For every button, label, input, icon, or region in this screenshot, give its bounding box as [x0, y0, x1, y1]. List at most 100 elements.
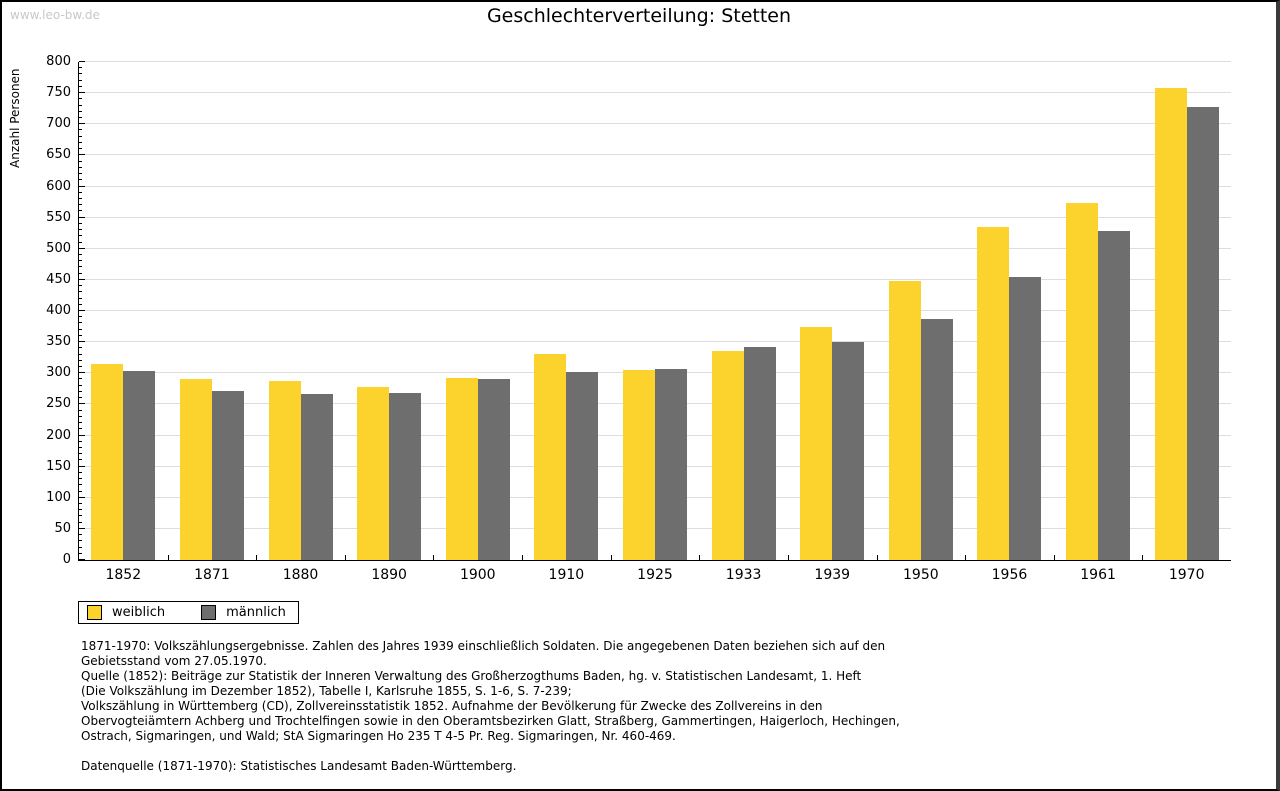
gridline-600: [79, 185, 1231, 187]
y-major-tick-50: [79, 527, 85, 529]
bar-weiblich-1871: [179, 379, 212, 560]
y-minor-tick-720: [79, 110, 82, 112]
y-minor-tick-780: [79, 73, 82, 75]
bar-männlich-1939: [832, 341, 865, 560]
bar-männlich-1880: [300, 393, 333, 560]
y-minor-tick-470: [79, 266, 82, 268]
gridline-550: [79, 216, 1231, 218]
y-minor-tick-560: [79, 210, 82, 212]
y-minor-tick-640: [79, 160, 82, 162]
x-tick-4: [433, 555, 435, 560]
x-tick-label-1900: 1900: [459, 567, 496, 583]
y-major-tick-100: [79, 496, 85, 498]
y-major-tick-500: [79, 247, 85, 249]
x-tick-label-1890: 1890: [371, 567, 407, 583]
y-tick-label-300: 300: [46, 365, 71, 381]
y-major-tick-0: [79, 559, 85, 560]
y-tick-label-500: 500: [46, 240, 71, 256]
y-minor-tick-340: [79, 347, 82, 349]
bar-männlich-1925: [655, 368, 687, 560]
y-tick-label-650: 650: [46, 147, 71, 163]
footnote: 1871-1970: Volkszählungsergebnisse. Zahl…: [81, 639, 900, 774]
bar-männlich-1900: [477, 379, 510, 560]
y-major-tick-750: [79, 92, 85, 94]
y-minor-tick-320: [79, 359, 82, 361]
bar-männlich-1910: [566, 372, 599, 560]
x-tick-5: [522, 555, 524, 560]
y-minor-tick-220: [79, 422, 82, 424]
y-minor-tick-80: [79, 509, 82, 511]
legend-item-maennlich: männlich: [201, 605, 286, 620]
x-tick-label-1956: 1956: [991, 567, 1028, 583]
y-minor-tick-670: [79, 141, 82, 143]
x-tick-11: [1053, 555, 1055, 560]
site-watermark: www.leo-bw.de: [10, 8, 100, 22]
y-tick-label-600: 600: [46, 178, 71, 194]
y-tick-label-700: 700: [46, 116, 71, 132]
bar-männlich-1961: [1098, 230, 1131, 560]
legend-label-maennlich: männlich: [226, 605, 286, 620]
y-minor-tick-610: [79, 179, 82, 181]
footnote-line: Volkszählung in Württemberg (CD), Zollve…: [81, 699, 823, 713]
y-minor-tick-230: [79, 415, 82, 417]
x-tick-label-1933: 1933: [725, 567, 762, 583]
bar-weiblich-1900: [445, 378, 478, 560]
y-minor-tick-60: [79, 521, 82, 523]
y-minor-tick-620: [79, 173, 82, 175]
y-tick-label-400: 400: [46, 303, 71, 318]
y-minor-tick-580: [79, 197, 82, 199]
y-minor-tick-530: [79, 229, 82, 231]
x-tick-label-1939: 1939: [814, 567, 851, 583]
y-major-tick-600: [79, 185, 85, 187]
y-minor-tick-660: [79, 148, 82, 150]
y-minor-tick-410: [79, 303, 82, 305]
y-minor-tick-770: [79, 79, 82, 81]
x-tick-9: [876, 555, 878, 560]
bar-weiblich-1970: [1154, 88, 1187, 560]
y-tick-label-0: 0: [62, 552, 71, 567]
y-minor-tick-240: [79, 409, 82, 411]
plot-area: 0 50 100 150 200 250 300 350 400 450 500 550 600 650 7…: [46, 54, 1231, 583]
y-tick-label-50: 50: [54, 520, 71, 536]
y-minor-tick-90: [79, 502, 82, 504]
y-minor-tick-390: [79, 316, 82, 318]
y-major-tick-200: [79, 434, 85, 436]
y-minor-tick-710: [79, 117, 82, 119]
y-minor-tick-270: [79, 390, 82, 392]
legend-label-weiblich: weiblich: [112, 605, 166, 620]
y-minor-tick-290: [79, 378, 82, 380]
y-minor-tick-40: [79, 534, 82, 536]
y-minor-tick-570: [79, 204, 82, 206]
y-minor-tick-490: [79, 253, 82, 255]
y-tick-label-800: 800: [46, 54, 71, 69]
y-minor-tick-480: [79, 260, 82, 262]
gridline-700: [79, 123, 1231, 125]
y-tick-label-750: 750: [46, 85, 71, 101]
y-major-tick-300: [79, 372, 85, 374]
y-minor-tick-160: [79, 459, 82, 461]
y-minor-tick-310: [79, 366, 82, 368]
y-minor-tick-280: [79, 384, 82, 386]
y-minor-tick-730: [79, 104, 82, 106]
y-tick-label-450: 450: [46, 271, 71, 287]
bar-weiblich-1852: [91, 363, 124, 560]
y-minor-tick-210: [79, 428, 82, 430]
x-tick-label-1950: 1950: [903, 567, 939, 583]
gridline-750: [79, 92, 1231, 94]
y-minor-tick-520: [79, 235, 82, 237]
footnote-line: Gebietsstand vom 27.05.1970.: [81, 654, 267, 668]
maennlich-swatch: [201, 605, 217, 620]
y-tick-label-550: 550: [46, 209, 71, 225]
y-tick-label-200: 200: [46, 427, 71, 443]
y-major-tick-400: [79, 310, 85, 311]
y-minor-tick-30: [79, 540, 82, 542]
footnote-line: Ostrach, Sigmaringen, und Wald; StA Sigm…: [81, 729, 676, 743]
y-minor-tick-680: [79, 135, 82, 137]
bar-männlich-1950: [920, 319, 953, 560]
x-tick-3: [344, 555, 346, 560]
y-minor-tick-140: [79, 471, 82, 473]
bar-weiblich-1880: [268, 380, 301, 560]
x-tick-label-1925: 1925: [637, 567, 673, 583]
bar-weiblich-1950: [888, 281, 921, 560]
